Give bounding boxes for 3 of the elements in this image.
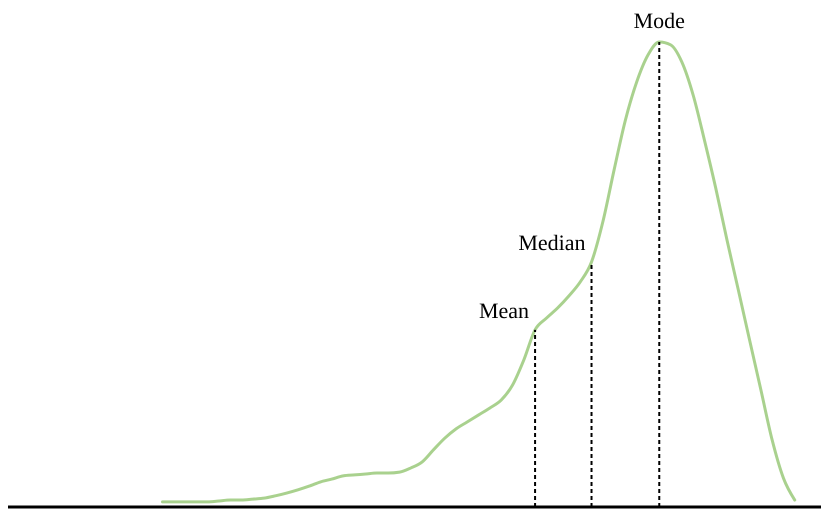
text: Mode: [634, 8, 685, 33]
annotation: Median: [518, 230, 586, 255]
annotation: Mean: [478, 298, 530, 323]
